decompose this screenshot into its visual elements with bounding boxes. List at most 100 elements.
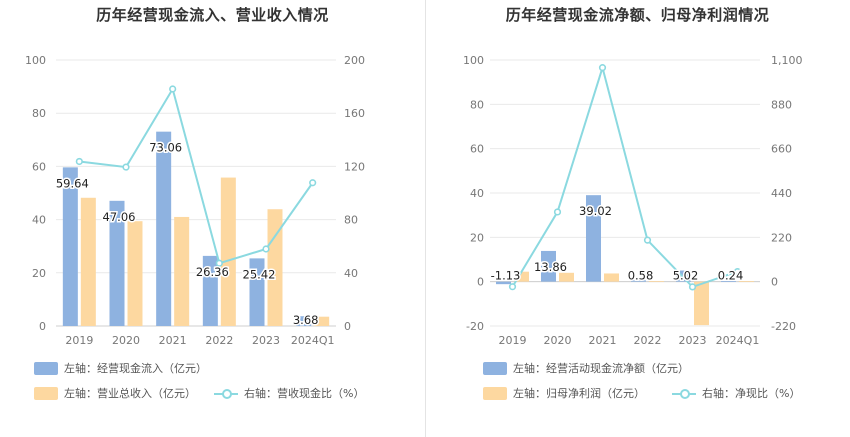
legend-item-net-cash-flow[interactable]: 左轴：经营活动现金流净额（亿元） xyxy=(483,360,689,376)
bar-right-series xyxy=(514,271,529,282)
bar-right-series xyxy=(80,197,96,326)
chart-title: 历年经营现金流入、营业收入情况 xyxy=(96,6,329,24)
y-left-tick-label: 20 xyxy=(470,231,484,244)
legend-item-net-profit[interactable]: 左轴：归母净利润（亿元） xyxy=(483,385,645,401)
line-point xyxy=(309,179,317,187)
y-right-tick-label: -220 xyxy=(771,320,796,333)
chart-panel-left: 历年经营现金流入、营业收入情况 0 20 40 60 80 100 0 40 80 120 160 2… xyxy=(25,6,365,401)
bar-left-series xyxy=(109,200,125,326)
y-right-tick-label: 160 xyxy=(344,107,365,120)
y-right-tick-label: 40 xyxy=(344,267,358,280)
y-left-tick-label: 40 xyxy=(470,187,484,200)
y-left-tick-label: 20 xyxy=(32,267,46,280)
y-left-tick-label: 40 xyxy=(32,214,46,227)
line-point xyxy=(122,163,130,171)
bar-right-series xyxy=(739,281,754,282)
bar-left-series xyxy=(249,258,265,326)
y-right-tick-label: 120 xyxy=(344,160,365,173)
chart-plot-right: -20 0 20 40 60 80 100 -220 0 220 440 660 880 1,100 201… xyxy=(463,54,803,347)
legend-label: 左轴：经营活动现金流净额（亿元） xyxy=(513,362,689,375)
x-tick-label: 2019 xyxy=(65,334,93,347)
series-line xyxy=(511,64,738,289)
y-right-tick-label: 1,100 xyxy=(771,54,803,67)
line-point xyxy=(598,64,607,72)
x-tick-label: 2021 xyxy=(159,334,187,347)
y-left-tick-label: 60 xyxy=(32,160,46,173)
x-tick-label: 2020 xyxy=(112,334,140,347)
y-left-tick-label: 0 xyxy=(39,320,46,333)
y-left-tick-label: -20 xyxy=(466,320,484,333)
line-point xyxy=(75,157,83,166)
series-line xyxy=(79,86,314,265)
y-right-tick-label: 0 xyxy=(771,276,778,289)
bar-data-label: 3.68 xyxy=(293,313,319,327)
bar-left-series xyxy=(496,281,511,285)
x-tick-label: 2023 xyxy=(252,334,280,347)
bar-right-series xyxy=(314,316,330,326)
y-right-tick-label: 880 xyxy=(771,98,792,111)
bar-data-label: 25.42 xyxy=(243,267,276,281)
legend-label: 右轴：营收现金比（%） xyxy=(244,387,365,400)
x-tick-label: 2024Q1 xyxy=(291,334,335,347)
x-tick-label: 2019 xyxy=(499,334,527,347)
y-right-tick-label: 80 xyxy=(344,214,358,227)
line-point xyxy=(169,85,177,93)
bar-right-series xyxy=(649,281,664,282)
bar-data-label: 47.06 xyxy=(103,210,136,224)
legend-label: 左轴：归母净利润（亿元） xyxy=(513,387,645,400)
bar-left-series xyxy=(156,131,172,326)
legend-item-net-cash-ratio[interactable]: 右轴：净现比（%） xyxy=(672,385,800,401)
y-right-tick-label: 660 xyxy=(771,143,792,156)
bar-left-series xyxy=(586,195,601,282)
legend-item-revenue[interactable]: 左轴：营业总收入（亿元） xyxy=(34,385,196,401)
bar-data-label: 5.02 xyxy=(673,269,699,283)
bar-right-series xyxy=(267,209,283,326)
bar-data-label: 13.86 xyxy=(534,260,567,274)
bar-data-label: 26.36 xyxy=(196,265,229,279)
legend-item-ratio[interactable]: 右轴：营收现金比（%） xyxy=(214,385,364,401)
y-right-tick-label: 440 xyxy=(771,187,792,200)
y-right-tick-label: 0 xyxy=(344,320,351,333)
bar-left-series xyxy=(62,167,78,326)
y-right-tick-label: 200 xyxy=(344,54,365,67)
x-tick-label: 2023 xyxy=(679,334,707,347)
line-point xyxy=(688,283,697,291)
x-tick-label: 2022 xyxy=(634,334,662,347)
x-tick-label: 2022 xyxy=(205,334,233,347)
legend-item-cash-inflow[interactable]: 左轴：经营现金流入（亿元） xyxy=(34,360,207,376)
y-left-tick-label: 100 xyxy=(25,54,46,67)
bar-left-series xyxy=(631,280,646,282)
legend-label: 右轴：净现比（%） xyxy=(702,387,801,400)
bar-data-label: 39.02 xyxy=(579,204,612,218)
bar-data-label: 0.58 xyxy=(628,269,654,283)
y-left-tick-label: 80 xyxy=(32,107,46,120)
legend-swatch-line xyxy=(214,387,238,400)
bar-left-series xyxy=(202,255,218,326)
bar-right-series xyxy=(604,273,619,282)
chart-title: 历年经营现金流净额、归母净利润情况 xyxy=(505,6,770,24)
legend-swatch-orange xyxy=(483,386,507,400)
chart-plot-left: 0 20 40 60 80 100 0 40 80 120 160 200 2019 2020 2021 20… xyxy=(25,54,365,347)
y-left-tick-label: 0 xyxy=(477,276,484,289)
bar-data-label: 73.06 xyxy=(149,141,182,155)
legend-swatch-blue xyxy=(483,361,507,375)
panel-divider xyxy=(425,0,426,437)
legend-label: 左轴：经营现金流入（亿元） xyxy=(64,362,207,375)
bar-right-series xyxy=(559,272,574,282)
bar-right-series xyxy=(694,281,709,326)
bar-left-series xyxy=(676,270,691,282)
line-point xyxy=(733,267,742,276)
legend-swatch-blue xyxy=(34,361,58,375)
y-left-tick-label: 100 xyxy=(463,54,484,67)
bar-data-label: -1.13 xyxy=(491,269,521,283)
y-left-tick-label: 80 xyxy=(470,98,484,111)
line-point xyxy=(215,259,223,267)
line-point xyxy=(508,283,517,291)
bar-left-series xyxy=(721,281,736,282)
legend-swatch-line xyxy=(672,387,696,400)
line-point xyxy=(262,245,270,253)
y-right-tick-label: 220 xyxy=(771,231,792,244)
line-point xyxy=(643,236,652,244)
legend-label: 左轴：营业总收入（亿元） xyxy=(64,387,196,400)
x-tick-label: 2021 xyxy=(589,334,617,347)
